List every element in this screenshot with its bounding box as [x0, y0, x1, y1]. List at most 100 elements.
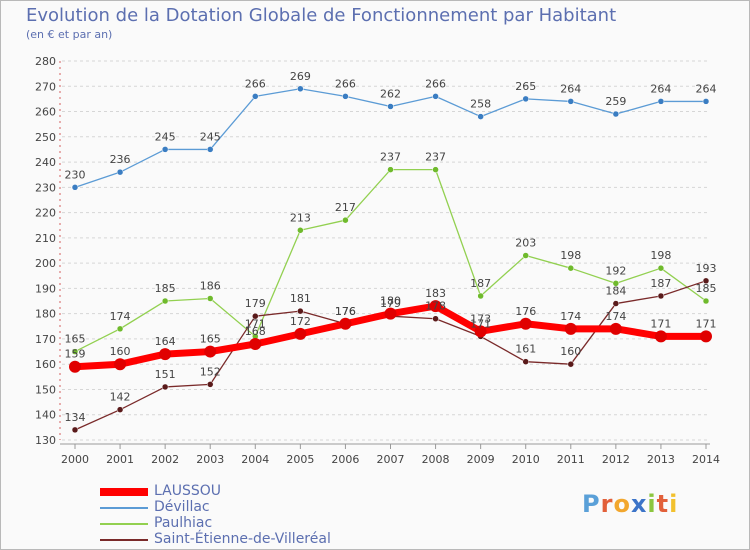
data-label: 259	[605, 95, 626, 108]
chart-title: Evolution de la Dotation Globale de Fonc…	[26, 5, 617, 26]
data-label: 264	[560, 82, 581, 95]
data-point	[657, 98, 665, 105]
data-point	[114, 358, 127, 371]
x-tick-label: 2010	[512, 453, 540, 466]
legend-label: Dévillac	[154, 499, 210, 515]
data-point	[700, 330, 712, 343]
data-point	[654, 330, 667, 343]
data-point	[432, 166, 439, 173]
data-point	[387, 166, 394, 173]
x-tick-label: 2009	[467, 453, 495, 466]
x-tick-label: 2003	[196, 453, 224, 466]
data-label: 172	[290, 315, 311, 328]
data-label: 174	[605, 310, 626, 323]
data-label: 165	[200, 333, 221, 346]
proxiti-logo: Proxiti	[582, 490, 678, 518]
data-label: 134	[65, 411, 86, 424]
data-point	[522, 252, 529, 259]
data-label: 179	[380, 297, 401, 310]
logo-letter: i	[647, 490, 657, 518]
data-point	[71, 184, 79, 191]
data-point	[159, 348, 172, 361]
data-point	[161, 383, 169, 391]
data-label: 160	[110, 345, 131, 358]
x-tick-label: 2012	[602, 453, 630, 466]
data-label: 198	[650, 249, 671, 262]
series-line	[74, 168, 707, 353]
y-tick-label: 160	[35, 358, 56, 371]
data-label: 198	[560, 249, 581, 262]
data-label: 164	[155, 335, 176, 348]
data-point	[702, 277, 710, 285]
y-tick-label: 260	[35, 106, 56, 119]
data-label: 171	[650, 317, 671, 330]
y-tick-label: 210	[35, 232, 56, 245]
data-point	[252, 312, 259, 320]
y-tick-label: 130	[35, 434, 56, 447]
data-label: 159	[65, 348, 86, 361]
data-point	[206, 381, 214, 388]
x-tick-label: 2002	[151, 453, 179, 466]
logo-letter: P	[582, 490, 601, 518]
data-label: 142	[110, 391, 131, 404]
data-point	[429, 300, 442, 313]
data-label: 237	[425, 151, 446, 164]
data-label: 245	[155, 130, 176, 143]
y-tick-label: 270	[35, 80, 56, 93]
data-label: 265	[515, 80, 536, 93]
data-label: 174	[560, 310, 581, 323]
data-label: 213	[290, 211, 311, 224]
x-tick-label: 2004	[241, 453, 269, 466]
x-tick-label: 2001	[106, 453, 134, 466]
data-point	[297, 307, 304, 315]
logo-letter: x	[630, 490, 648, 518]
data-point	[567, 98, 575, 105]
data-label: 176	[335, 305, 356, 318]
data-point	[294, 327, 307, 340]
data-point	[612, 280, 620, 287]
data-label: 184	[605, 285, 626, 298]
data-point	[612, 300, 620, 307]
data-label: 217	[335, 201, 356, 214]
data-label: 230	[65, 168, 86, 181]
data-label: 181	[290, 292, 311, 305]
x-tick-label: 2013	[647, 453, 675, 466]
data-point	[474, 325, 487, 338]
data-label: 173	[470, 312, 491, 325]
x-tick-label: 2008	[422, 453, 450, 466]
data-label: 203	[515, 237, 536, 250]
data-point	[477, 292, 484, 300]
data-point	[342, 216, 349, 224]
data-label: 180	[380, 295, 401, 308]
data-label: 187	[650, 277, 671, 290]
data-point	[567, 264, 575, 272]
x-tick-label: 2005	[286, 453, 314, 466]
data-point	[387, 103, 394, 110]
data-point	[297, 85, 304, 93]
data-point	[342, 93, 349, 100]
y-tick-label: 180	[35, 308, 56, 321]
data-label: 264	[696, 82, 717, 95]
data-label: 258	[470, 98, 491, 111]
data-point	[116, 325, 124, 333]
data-label: 179	[245, 297, 266, 310]
data-label: 237	[380, 151, 401, 164]
x-tick-label: 2014	[692, 453, 720, 466]
data-label: 171	[696, 317, 717, 330]
data-label: 264	[650, 82, 671, 95]
data-point	[206, 146, 214, 153]
data-point	[384, 307, 397, 320]
data-label: 171	[470, 317, 491, 330]
logo-letter: r	[600, 490, 614, 518]
data-label: 178	[425, 300, 446, 313]
data-label: 245	[200, 130, 221, 143]
y-tick-label: 170	[35, 333, 56, 346]
data-label: 165	[65, 333, 86, 346]
data-point	[432, 93, 439, 100]
data-point	[657, 264, 665, 272]
data-label: 168	[245, 325, 266, 338]
legend-swatch	[100, 507, 148, 509]
data-label: 151	[155, 368, 176, 381]
y-tick-label: 200	[35, 257, 56, 270]
y-tick-label: 190	[35, 282, 56, 295]
